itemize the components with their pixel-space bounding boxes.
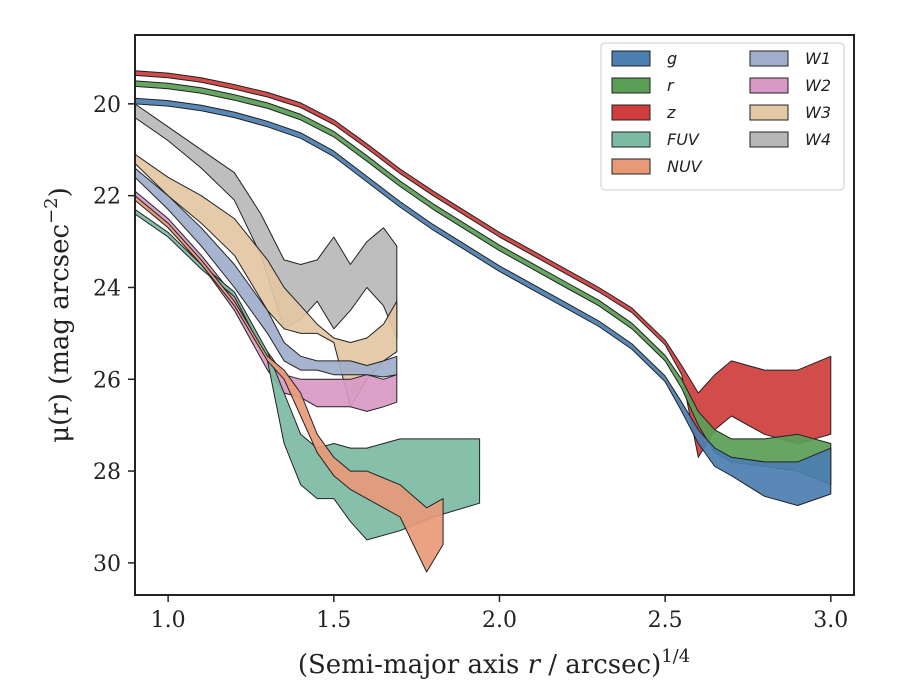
y-tick-label: 28 [93,460,121,485]
band-w3 [135,153,398,408]
y-axis-label: μ(r) (mag arcsec−2) [41,187,75,443]
band-fuv [135,208,481,541]
plot-frame [134,34,855,596]
x-tick-label: 1.0 [151,608,186,633]
legend-label-g: g [667,49,677,68]
legend-label-w4: W4 [805,130,831,149]
legend-swatch-g [611,50,651,67]
legend-label-w3: W3 [805,103,831,122]
legend-swatch-w2 [749,77,789,94]
legend-label-w2: W2 [805,76,831,95]
legend-swatch-r [611,77,651,94]
legend-label-r: r [667,76,675,95]
band-g [135,97,832,506]
y-tick-label: 24 [93,276,121,301]
legend: grz FUV NUV W1 W2 W3 W4 [600,42,845,191]
legend-label-fuv: FUV [667,130,700,149]
legend-swatch-fuv [611,131,651,148]
legend-swatch-w4 [749,131,789,148]
x-axis-label: (Semi-major axis r / arcsec)1/4 [298,646,690,680]
y-tick-label: 26 [93,368,121,393]
profile-bands [135,70,832,573]
y-tick-label: 20 [93,93,121,118]
y-axis-ticks: 20 22 24 26 28 30 [93,93,135,577]
x-tick-label: 1.5 [316,608,351,633]
x-tick-label: 3.0 [813,608,848,633]
band-w2 [135,190,398,412]
legend-label-w1: W1 [805,49,831,68]
legend-label-nuv: NUV [667,157,703,176]
legend-swatch-z [611,104,651,121]
x-tick-label: 2.5 [648,608,683,633]
band-nuv [135,195,444,573]
x-tick-label: 2.0 [482,608,517,633]
band-z [135,70,832,458]
y-tick-label: 22 [93,185,121,210]
legend-swatch-w3 [749,104,789,121]
legend-swatch-w1 [749,50,789,67]
legend-swatch-nuv [611,158,651,175]
x-axis-ticks: 1.0 1.5 2.0 2.5 3.0 [151,595,848,633]
legend-label-z: z [666,103,676,122]
y-tick-label: 30 [93,552,121,577]
